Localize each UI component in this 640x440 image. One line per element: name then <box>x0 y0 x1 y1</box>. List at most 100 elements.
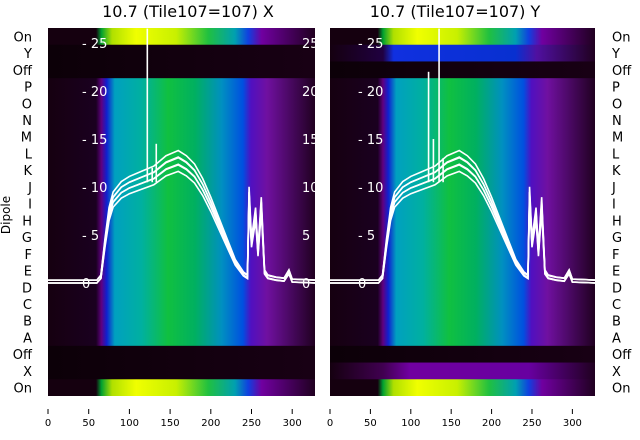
overlay-ytick-label: 20 <box>302 85 319 100</box>
heatmap-row-f <box>330 245 595 263</box>
row-label: P <box>24 81 32 96</box>
heatmap-row-k <box>48 161 315 180</box>
row-label: M <box>21 131 32 146</box>
overlay-ytick-label: - 15 <box>82 133 107 148</box>
row-label: Off <box>612 64 632 79</box>
heatmap-row-l <box>330 145 595 163</box>
xtick-label: 50 <box>364 418 377 429</box>
heatmap-row-b <box>330 312 595 330</box>
heatmap-row-off <box>48 61 315 79</box>
panel-y-title: 10.7 (Tile107=107) Y <box>370 2 541 21</box>
overlay-ytick-label: - 20 <box>358 85 383 100</box>
panel-y: 0 - 5 - 10 - 15 - 20 - 25 On Y Off PONMLKJIHGFEDC… <box>327 28 632 429</box>
heatmap-row-d <box>48 278 315 297</box>
heatmap-row-k <box>330 161 595 180</box>
overlay-ytick-label: 0 <box>358 277 366 292</box>
spectrum-line <box>48 156 315 284</box>
overlay-ytick-label: 15 <box>302 133 319 148</box>
xtick-label: 0 <box>327 418 333 429</box>
panel-x-title: 10.7 (Tile107=107) X <box>102 2 274 21</box>
row-label: J <box>611 181 616 196</box>
heatmap-row-on <box>330 28 595 46</box>
row-label: Y <box>23 47 32 62</box>
xtick-label: 200 <box>201 418 220 429</box>
heatmap-row-i <box>48 195 315 213</box>
row-label: O <box>612 97 622 112</box>
row-label: K <box>23 164 32 179</box>
overlay-ytick-label: - 15 <box>358 133 383 148</box>
xtick-label: 250 <box>522 418 541 429</box>
row-label: H <box>612 214 622 229</box>
row-label: J <box>27 181 32 196</box>
row-label: O <box>22 97 32 112</box>
heatmap-row-x <box>48 362 315 380</box>
heatmap-row-l <box>48 145 315 163</box>
heatmap-row-h <box>48 212 315 230</box>
xtick-label: 150 <box>161 418 180 429</box>
row-label: I <box>28 198 32 213</box>
heatmap-row-m <box>48 128 315 146</box>
heatmap-row-h <box>330 212 595 230</box>
row-label: M <box>612 131 623 146</box>
row-label: A <box>23 331 32 346</box>
row-label: N <box>612 114 622 129</box>
row-label: On <box>14 30 32 45</box>
row-label: E <box>612 265 620 280</box>
row-label: D <box>612 281 622 296</box>
spectrum-line <box>48 149 315 281</box>
heatmap-row-c <box>48 295 315 313</box>
heatmap-row-d <box>330 278 595 297</box>
overlay-ytick-label: - 25 <box>358 37 383 52</box>
heatmap-row-y <box>330 44 595 62</box>
row-label: G <box>612 231 622 246</box>
overlay-ytick-label: - 5 <box>82 229 99 244</box>
overlay-ytick-label: - 20 <box>82 85 107 100</box>
row-label: Y <box>611 47 620 62</box>
heatmap-row-y <box>48 44 315 62</box>
overlay-ytick-label: 25 <box>302 37 319 52</box>
heatmap-row-on <box>48 28 315 46</box>
heatmap-row-i <box>330 195 595 213</box>
row-label: X <box>23 365 32 380</box>
heatmap-row-p <box>330 78 595 96</box>
heatmap-row-f <box>48 245 315 263</box>
overlay-ytick-label: - 10 <box>82 181 107 196</box>
heatmap-row-on <box>48 379 315 396</box>
row-label: G <box>22 231 32 246</box>
xtick-label: 300 <box>563 418 582 429</box>
row-label: H <box>22 214 32 229</box>
overlay-ytick-label: 0 <box>82 277 90 292</box>
xtick-label: 250 <box>242 418 261 429</box>
row-label: Off <box>13 64 33 79</box>
overlay-ytick-label: - 5 <box>358 229 375 244</box>
xtick-label: 50 <box>82 418 95 429</box>
heatmap-row-off <box>330 61 595 79</box>
xtick-label: 0 <box>45 418 51 429</box>
row-label: F <box>612 248 619 263</box>
row-label: Off <box>13 348 33 363</box>
row-label: C <box>23 298 32 313</box>
y-axis-label: Dipole <box>0 196 13 234</box>
row-label: B <box>612 315 621 330</box>
overlay-ytick-label: - 10 <box>358 181 383 196</box>
row-label: C <box>612 298 621 313</box>
heatmap-row-n <box>330 111 595 129</box>
row-label: B <box>23 315 32 330</box>
row-label: On <box>612 30 630 45</box>
row-label: F <box>25 248 32 263</box>
heatmap-row-o <box>48 94 315 113</box>
xtick-label: 200 <box>482 418 501 429</box>
row-label: K <box>612 164 621 179</box>
row-label: I <box>612 198 616 213</box>
heatmap-row-a <box>330 329 595 347</box>
heatmap-row-n <box>48 111 315 129</box>
heatmap-row-off <box>48 345 315 364</box>
heatmap-row-on <box>330 379 595 396</box>
overlay-ytick-label: 0 <box>302 277 310 292</box>
row-label: L <box>25 147 33 162</box>
row-label: N <box>22 114 32 129</box>
heatmap-row-b <box>48 312 315 330</box>
heatmap-row-x <box>330 362 595 380</box>
spectrum-line <box>330 149 595 281</box>
